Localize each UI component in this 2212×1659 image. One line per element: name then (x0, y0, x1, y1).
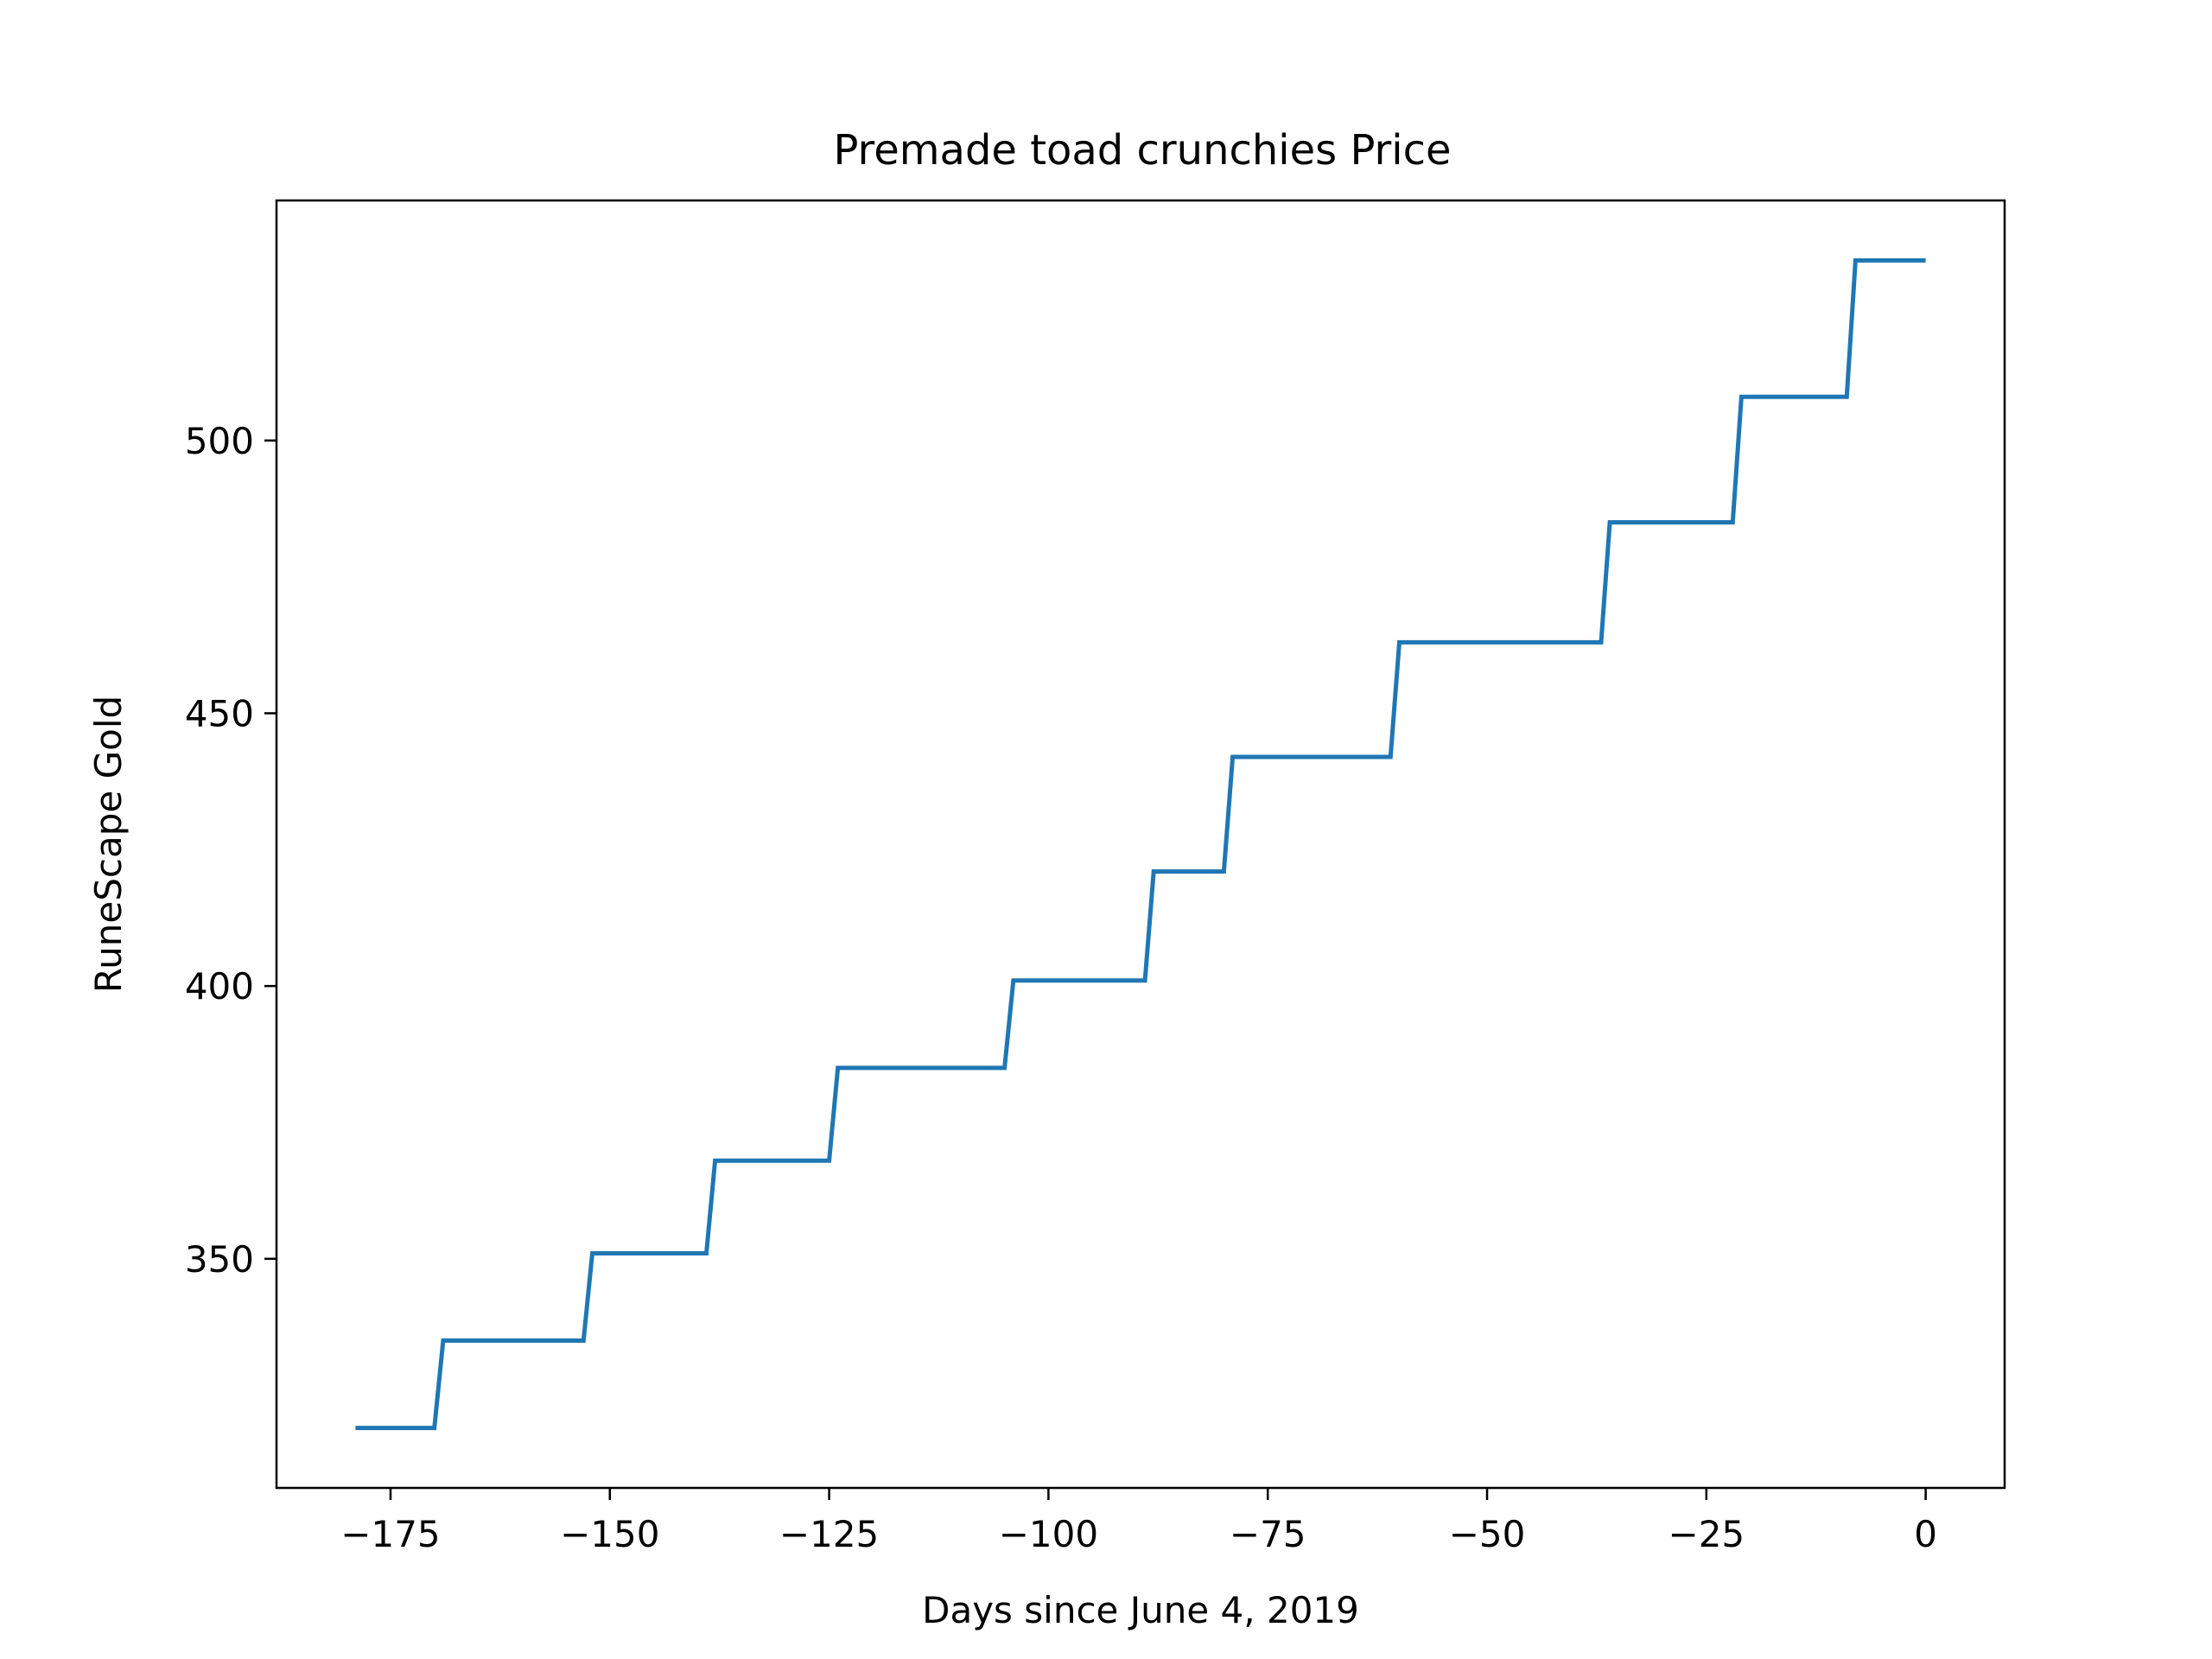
y-tick-label: 500 (185, 420, 254, 462)
x-tick-label: −175 (340, 1513, 440, 1555)
y-axis-label: RuneScape Gold (87, 696, 130, 993)
x-axis-label: Days since June 4, 2019 (922, 1589, 1359, 1631)
x-axis: −175 −150 −125 −100 −75 −50 −25 0 (340, 1488, 1937, 1555)
y-tick-label: 350 (185, 1238, 254, 1281)
y-axis: 350 400 450 500 (185, 420, 276, 1281)
y-tick-label: 400 (185, 965, 254, 1007)
x-tick-label: −75 (1230, 1513, 1306, 1555)
x-tick-label: −150 (560, 1513, 659, 1555)
y-tick-label: 450 (185, 692, 254, 734)
axes-frame (275, 199, 2006, 1490)
x-tick-label: −100 (999, 1513, 1098, 1555)
x-tick-label: −125 (779, 1513, 879, 1555)
x-tick-label: 0 (1914, 1513, 1937, 1555)
chart-title: Premade toad crunchies Price (833, 126, 1451, 175)
x-tick-label: −50 (1449, 1513, 1526, 1555)
series-line-0 (355, 257, 1926, 1431)
x-tick-label: −25 (1669, 1513, 1745, 1555)
plot-area (355, 257, 1926, 1431)
